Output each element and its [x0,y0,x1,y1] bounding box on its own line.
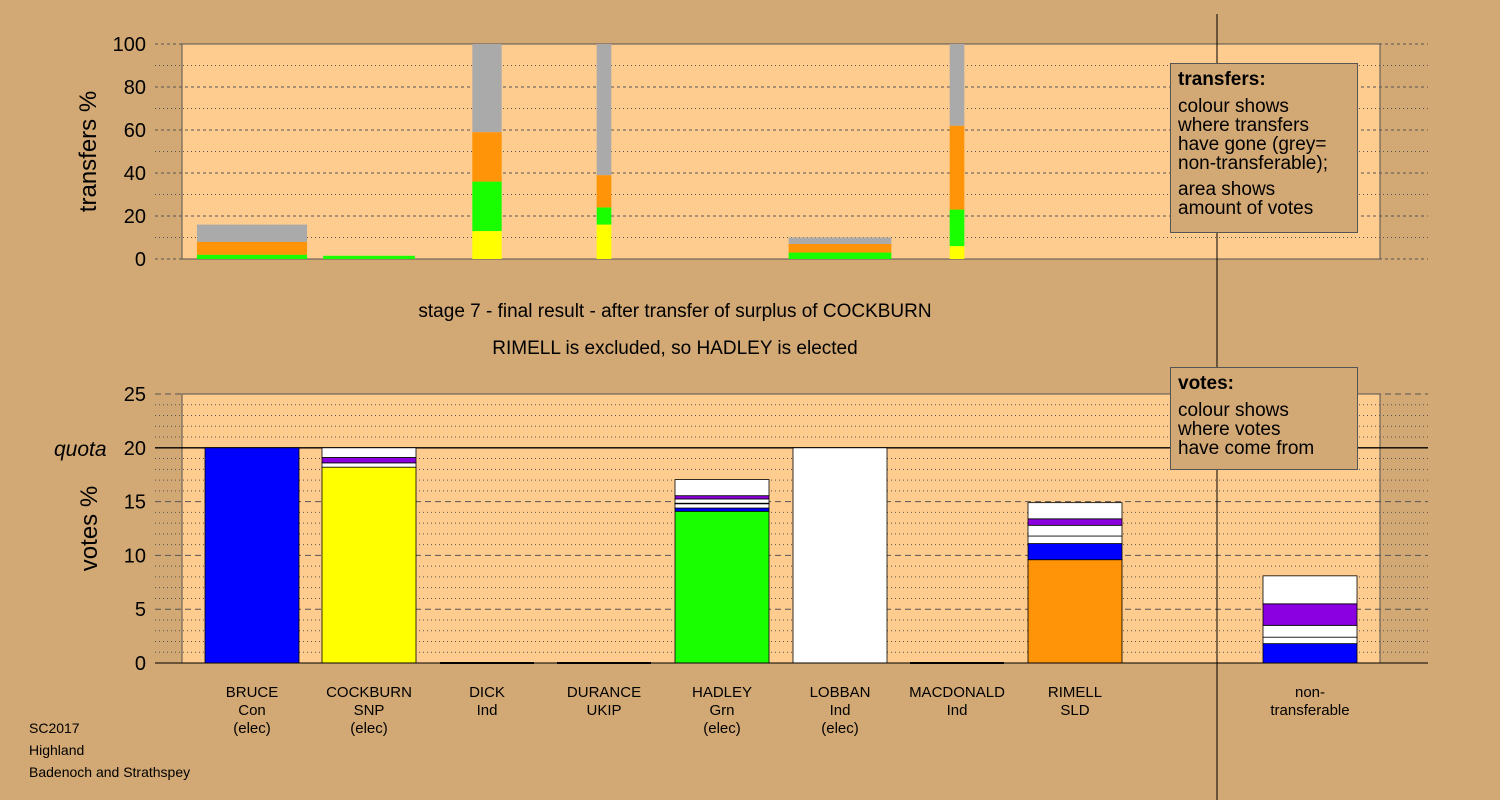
legend-line: where votes [1178,419,1281,440]
candidate-label: MACDONALD Ind [909,684,1005,719]
vote-segment [674,495,770,500]
vote-segment [1027,518,1123,526]
legend-line: non-transferable); [1178,153,1328,174]
footer-election: SC2017 [29,720,80,736]
transfers-legend: transfers: colour shows where transfers … [1170,63,1358,233]
stage-title: stage 7 - final result - after transfer … [418,301,932,322]
candidate-label: COCKBURN SNP (elec) [326,684,412,737]
transfer-segment [949,125,965,210]
vote-segment [674,479,770,497]
legend-line: colour shows [1178,96,1289,117]
candidate-label: RIMELL SLD [1048,684,1102,719]
vote-segment [321,457,417,464]
transfers-tick-label: 60 [124,120,146,142]
transfers-legend-title: transfers: [1178,69,1266,90]
vote-segment [1262,636,1358,645]
vote-segment [1027,524,1123,537]
transfer-segment [472,44,502,133]
vote-segment [321,466,417,664]
vote-segment [674,498,770,504]
vote-segment [1262,643,1358,664]
transfer-segment [196,241,308,255]
vote-segment [1027,535,1123,544]
transfer-segment [788,237,892,244]
footer-ward: Badenoch and Strathspey [29,764,191,780]
transfers-tick-label: 0 [135,249,146,271]
legend-line: have come from [1178,438,1315,459]
footer-council: Highland [29,742,85,758]
candidate-label: LOBBAN Ind (elec) [810,684,871,737]
transfer-segment [472,231,502,259]
transfer-segment [788,243,892,253]
transfer-segment [949,209,965,247]
vote-segment [204,447,300,664]
vote-segment [1262,575,1358,605]
transfer-segment [596,207,612,225]
transfer-segment [949,44,965,126]
transfer-segment [596,224,612,259]
transfers-tick-label: 40 [124,163,146,185]
vote-segment [674,503,770,509]
candidate-label: DURANCE UKIP [567,684,641,719]
transfers-tick-label: 80 [124,77,146,99]
transfer-segment [596,44,612,176]
legend-line: colour shows [1178,400,1289,421]
vote-segment [1262,624,1358,638]
nontransferable-label: non-transferable [1270,684,1349,719]
vote-segment [1027,543,1123,561]
votes-tick-label: 5 [135,599,146,621]
vote-segment [1027,502,1123,520]
candidate-label: HADLEY Grn (elec) [692,684,752,737]
legend-line: amount of votes [1178,198,1314,219]
transfer-segment [472,132,502,182]
legend-line: have gone (grey= [1178,134,1327,155]
transfer-segment [596,175,612,208]
transfer-segment [788,252,892,259]
candidate-label: DICK Ind [469,684,505,719]
quota-label: quota [54,438,107,461]
votes-legend: votes: colour shows where votes have com… [1170,367,1358,470]
stage-subtitle: RIMELL is excluded, so HADLEY is elected [492,338,858,359]
transfers-tick-label: 20 [124,206,146,228]
vote-segment [674,507,770,512]
vote-segment [1262,603,1358,626]
vote-segment [321,447,417,458]
transfer-segment [472,181,502,232]
transfer-segment [196,254,308,259]
vote-segment [1027,559,1123,664]
candidate-label: BRUCE Con (elec) [226,684,279,737]
votes-tick-label: 25 [124,384,146,406]
transfer-segment [323,255,415,259]
legend-line: area shows [1178,179,1276,200]
votes-tick-label: 0 [135,653,146,675]
votes-legend-title: votes: [1178,373,1234,394]
footer-info: SC2017 Highland Badenoch and Strathspey [29,717,190,783]
votes-tick-label: 15 [124,492,146,514]
transfer-segment [196,224,308,242]
votes-tick-label: 20 [124,438,146,460]
vote-segment [792,447,888,664]
legend-line: where transfers [1178,115,1309,136]
vote-segment [674,510,770,664]
transfer-segment [949,246,965,259]
votes-axis-label: votes % [76,486,103,571]
transfers-axis-label: transfers % [75,91,102,212]
vote-segment [321,462,417,468]
votes-tick-label: 10 [124,545,146,567]
transfers-tick-label: 100 [113,34,146,56]
